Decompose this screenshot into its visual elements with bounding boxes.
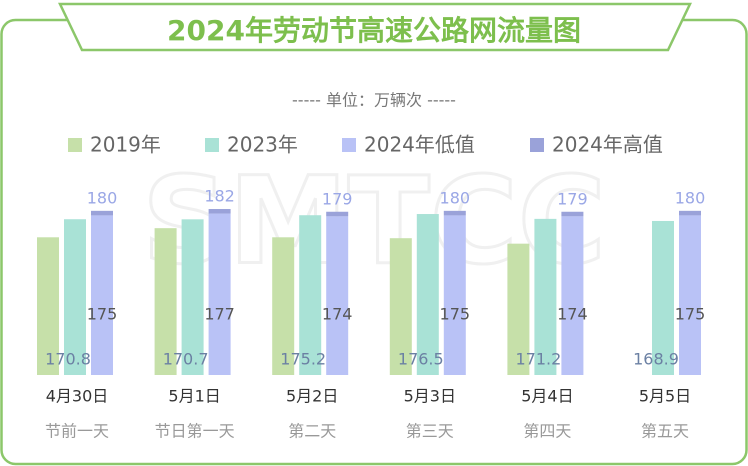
value-label: 170.8 <box>45 350 91 369</box>
value-label: 171.2 <box>515 350 561 369</box>
value-label: 174 <box>322 305 353 324</box>
bar <box>416 214 439 375</box>
legend-swatch <box>68 138 82 152</box>
value-label: 180 <box>440 188 471 207</box>
x-day-label: 节前一天 <box>45 422 109 441</box>
bar <box>299 215 322 375</box>
bar-cap <box>91 210 113 216</box>
bar-cap <box>443 210 466 216</box>
x-day-label: 第三天 <box>406 422 454 441</box>
value-label: 170.7 <box>163 350 209 369</box>
bar <box>154 228 177 375</box>
x-tick-label: 5月4日 <box>521 387 573 406</box>
bar <box>64 219 86 375</box>
bar-cap <box>208 209 231 214</box>
bar-cap <box>561 211 584 217</box>
bar-cap <box>679 210 701 216</box>
value-label: 175 <box>440 305 471 324</box>
bar <box>652 220 674 375</box>
bar <box>561 216 584 375</box>
value-label: 168.9 <box>633 350 679 369</box>
legend-label: 2024年低值 <box>364 133 475 157</box>
value-label: 177 <box>204 305 235 324</box>
subtitle: ----- 单位：万辆次 ----- <box>292 91 456 110</box>
legend-label: 2024年高值 <box>552 133 663 157</box>
value-label: 179 <box>557 189 588 208</box>
bar <box>443 215 466 375</box>
bar <box>679 215 701 375</box>
legend-label: 2019年 <box>90 133 161 157</box>
legend-swatch <box>205 138 219 152</box>
bar <box>389 238 412 375</box>
x-tick-label: 5月5日 <box>639 387 691 406</box>
value-label: 182 <box>204 187 235 206</box>
x-day-label: 第四天 <box>523 422 571 441</box>
value-label: 174 <box>557 305 588 324</box>
x-day-label: 第二天 <box>288 422 336 441</box>
title-banner <box>58 2 692 52</box>
bar <box>507 243 530 375</box>
bar <box>272 237 295 375</box>
x-day-label: 第五天 <box>641 422 689 441</box>
bar <box>181 219 204 375</box>
x-day-label: 节日第一天 <box>155 422 235 441</box>
value-label: 180 <box>675 188 706 207</box>
value-label: 176.5 <box>398 350 444 369</box>
value-label: 180 <box>87 188 118 207</box>
bar <box>37 237 59 375</box>
bar <box>326 216 349 375</box>
bar <box>208 213 231 375</box>
legend-swatch <box>342 138 356 152</box>
bar <box>534 218 557 375</box>
value-label: 175 <box>87 305 118 324</box>
x-tick-label: 5月1日 <box>168 387 220 406</box>
x-tick-label: 5月3日 <box>404 387 456 406</box>
x-tick-label: 5月2日 <box>286 387 338 406</box>
legend-label: 2023年 <box>227 133 298 157</box>
x-tick-label: 4月30日 <box>46 387 109 406</box>
value-label: 175.2 <box>280 350 326 369</box>
legend-swatch <box>530 138 544 152</box>
bar <box>91 215 113 375</box>
value-label: 175 <box>675 305 706 324</box>
value-label: 179 <box>322 189 353 208</box>
bar-cap <box>326 211 349 217</box>
chart-title: 2024年劳动节高速公路网流量图 <box>167 14 581 47</box>
